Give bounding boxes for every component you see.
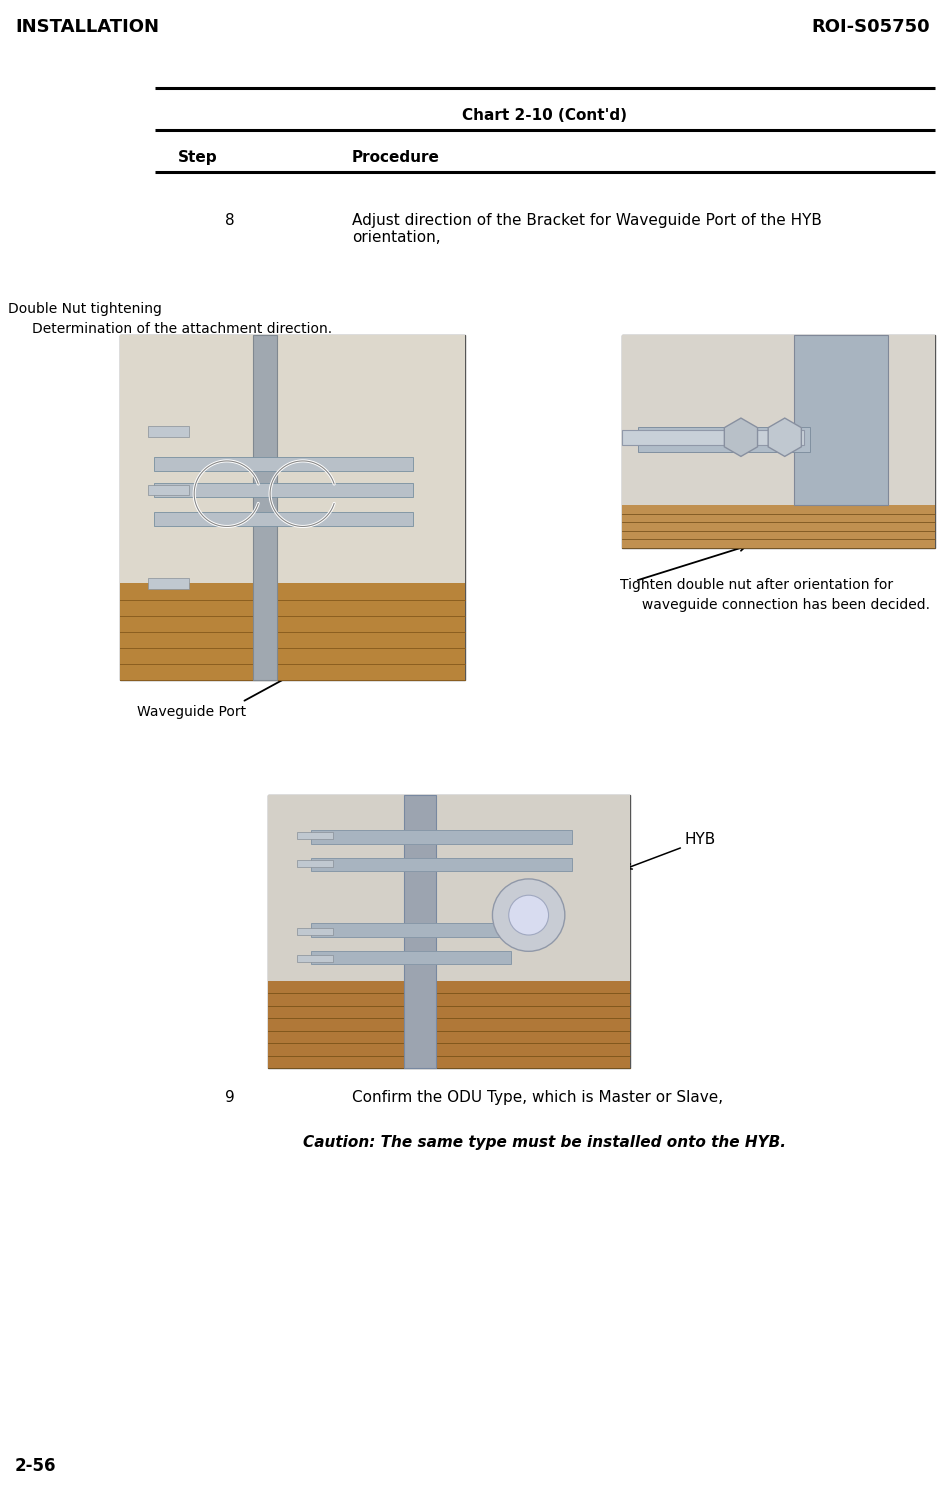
Text: Caution: The same type must be installed onto the HYB.: Caution: The same type must be installed…	[303, 1135, 785, 1150]
Bar	[296, 833, 333, 839]
Text: 8: 8	[225, 213, 234, 228]
Bar	[793, 334, 887, 506]
Text: Tighten double nut after orientation for: Tighten double nut after orientation for	[619, 578, 892, 593]
Bar	[312, 951, 510, 964]
Text: Procedure: Procedure	[351, 149, 439, 166]
Bar	[120, 334, 464, 679]
Text: waveguide connection has been decided.: waveguide connection has been decided.	[619, 599, 929, 612]
Bar	[154, 457, 413, 472]
Text: ROI-S05750: ROI-S05750	[811, 18, 929, 36]
Bar	[312, 830, 571, 844]
Text: Double Nut tightening: Double Nut tightening	[8, 302, 161, 317]
Text: 9: 9	[225, 1090, 235, 1105]
Text: Confirm the ODU Type, which is Master or Slave,: Confirm the ODU Type, which is Master or…	[351, 1090, 722, 1105]
Text: Determination of the attachment direction.: Determination of the attachment directio…	[32, 322, 331, 336]
Bar	[621, 334, 934, 506]
Text: Chart 2-10 (Cont'd): Chart 2-10 (Cont'd)	[462, 107, 627, 122]
Bar	[621, 506, 934, 548]
Bar	[621, 334, 934, 548]
Bar	[268, 794, 630, 981]
Polygon shape	[723, 418, 757, 457]
Text: 2-56: 2-56	[15, 1457, 57, 1475]
Text: Adjust direction of the Bracket for Waveguide Port of the HYB
orientation,: Adjust direction of the Bracket for Wave…	[351, 213, 821, 245]
Bar	[147, 427, 189, 437]
Bar	[312, 858, 571, 872]
Bar	[621, 430, 802, 445]
Bar	[268, 794, 630, 1067]
Polygon shape	[767, 418, 801, 457]
Bar	[637, 427, 809, 452]
Bar	[147, 485, 189, 496]
Bar	[147, 578, 189, 588]
Bar	[312, 923, 510, 938]
Bar	[403, 794, 436, 1067]
Bar	[154, 512, 413, 526]
Bar	[296, 929, 333, 935]
Bar	[120, 334, 464, 584]
Circle shape	[492, 879, 565, 951]
Text: Step: Step	[177, 149, 217, 166]
Bar	[154, 484, 413, 497]
Bar	[268, 981, 630, 1067]
Text: HYB: HYB	[684, 832, 716, 847]
Bar	[296, 860, 333, 867]
Text: INSTALLATION: INSTALLATION	[15, 18, 159, 36]
Circle shape	[508, 896, 548, 935]
Bar	[120, 584, 464, 679]
Text: Waveguide Port: Waveguide Port	[137, 705, 246, 720]
Bar	[253, 334, 277, 679]
Bar	[296, 956, 333, 963]
